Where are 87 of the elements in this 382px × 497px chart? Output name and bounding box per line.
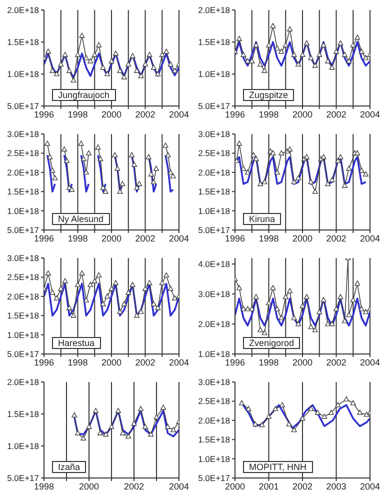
x-tick-label: 1996 [224,357,246,368]
x-tick-label: 2000 [292,233,313,244]
y-tick-label: 5.0E+17 [7,473,40,484]
y-tick-label: 3.0E+18 [198,377,230,388]
x-tick-label: 2000 [224,481,246,492]
x-tick-label: 1998 [34,481,54,492]
y-tick-label: 3.0E+18 [7,129,40,140]
x-tick-label: 2002 [135,109,156,120]
y-tick-label: 2.0E+18 [7,167,40,178]
y-tick-label: 5.0E+17 [198,101,230,112]
x-tick-label: 2004 [360,233,380,244]
text: Kiruna [243,213,282,225]
text: MOPITT, HNH [243,461,312,473]
y-tick-label: 5.0E+17 [7,225,40,236]
text: Jungfraujoch [52,89,116,101]
y-tick-label: 2.0E+18 [7,5,40,16]
text: Zvenigorod [243,337,300,349]
y-tick-label: 4.0E+18 [198,259,230,270]
x-tick-label: 2002 [326,233,346,244]
x-tick-label: 2002 [124,481,144,492]
y-tick-label: 1.0E+18 [198,454,230,464]
x-tick-label: 2004 [360,109,380,120]
y-tick-label: 1.5E+18 [7,37,40,48]
y-tick-label: 5.0E+17 [7,349,40,360]
x-tick-label: 1996 [34,109,54,120]
x-tick-label: 2004 [168,109,190,120]
y-tick-label: 1.5E+18 [7,310,40,321]
x-tick-label: 1996 [224,109,246,120]
text: Harestua [52,337,101,349]
x-tick-label: 1998 [258,357,279,368]
x-tick-label: 2002 [292,481,313,492]
x-tick-label: 2002 [135,233,156,244]
y-tick-label: 3.0E+18 [198,289,230,300]
x-tick-label: 2000 [101,233,122,244]
x-tick-label: 2000 [292,357,313,368]
x-tick-label: 1996 [224,233,246,244]
x-tick-label: 2004 [168,481,190,492]
x-tick-label: 2004 [360,357,380,368]
y-tick-label: 1.0E+18 [7,441,40,452]
y-tick-label: 1.0E+18 [198,206,230,216]
x-tick-label: 1996 [34,357,54,368]
x-tick-label: 2004 [360,481,380,492]
y-tick-label: 2.5E+18 [7,148,40,158]
y-tick-label: 2.5E+18 [198,396,230,406]
y-tick-label: 3.0E+18 [198,129,230,140]
x-tick-label: 1998 [68,109,88,120]
y-tick-label: 2.0E+18 [7,291,40,302]
y-tick-label: 5.0E+17 [198,225,230,236]
x-tick-label: 2002 [135,357,156,368]
y-tick-label: 1.5E+18 [198,37,230,48]
x-tick-label: 1998 [258,233,279,244]
x-tick-label: 2003 [326,481,346,492]
y-tick-label: 1.5E+18 [7,409,40,420]
y-tick-label: 1.0E+18 [7,69,40,80]
y-tick-label: 1.5E+18 [7,186,40,197]
y-tick-label: 2.0E+18 [198,5,230,16]
y-tick-label: 1.0E+18 [198,349,230,360]
y-tick-label: 2.0E+18 [198,319,230,330]
y-tick-label: 1.5E+18 [198,434,230,445]
y-tick-label: 2.5E+18 [198,148,230,158]
text: Zugspitze [243,89,294,101]
text: Ny Alesund [52,213,110,225]
x-tick-label: 2002 [326,357,346,368]
y-tick-label: 1.0E+18 [198,69,230,80]
y-tick-label: 5.0E+17 [7,101,40,112]
y-tick-label: 1.0E+18 [7,330,40,340]
x-tick-label: 1998 [68,233,88,244]
text: Izaña [52,461,86,473]
x-tick-label: 2000 [292,109,313,120]
x-tick-label: 1996 [34,233,54,244]
x-tick-label: 2004 [168,233,190,244]
y-tick-label: 1.5E+18 [198,186,230,197]
x-tick-label: 2000 [78,481,100,492]
y-tick-label: 3.0E+18 [7,253,40,264]
x-tick-label: 2001 [258,481,279,492]
y-tick-label: 1.0E+18 [7,206,40,216]
x-tick-label: 1998 [68,357,88,368]
y-tick-label: 2.0E+18 [198,415,230,426]
x-tick-label: 2000 [101,357,122,368]
x-tick-label: 2002 [326,109,346,120]
x-tick-label: 2004 [168,357,190,368]
y-tick-label: 2.5E+18 [7,272,40,282]
x-tick-label: 2000 [101,109,122,120]
y-tick-label: 2.0E+18 [7,377,40,388]
y-tick-label: 2.0E+18 [198,167,230,178]
y-tick-label: 5.0E+17 [198,473,230,484]
x-tick-label: 1998 [258,109,279,120]
